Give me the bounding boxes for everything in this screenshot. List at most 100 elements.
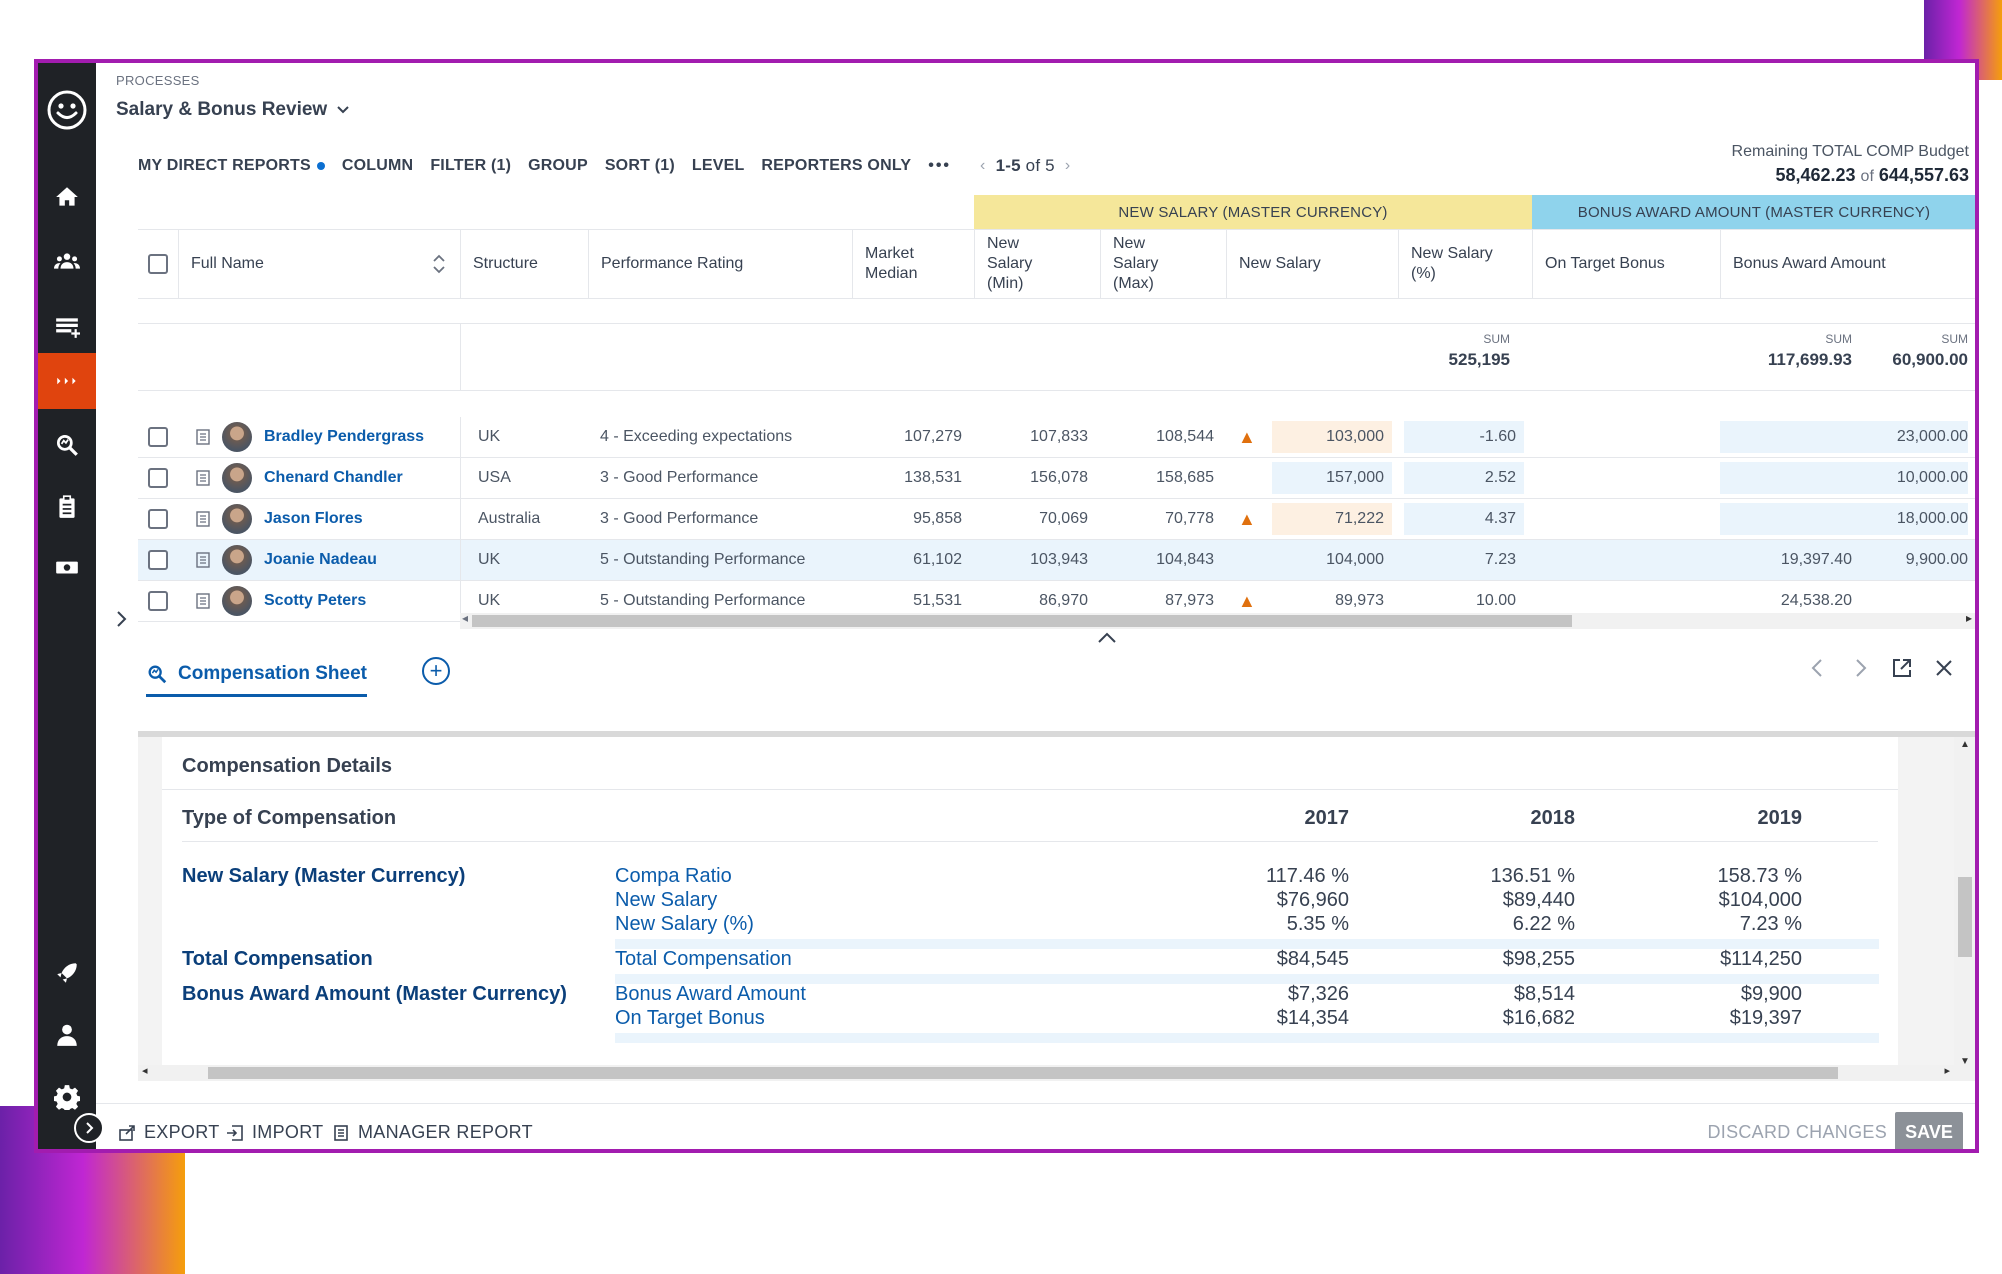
employee-name-link[interactable]: Joanie Nadeau [264, 551, 377, 568]
next-chevron-icon[interactable] [1849, 657, 1871, 679]
process-flow-icon[interactable] [38, 353, 96, 409]
col-new-salary-pct[interactable]: New Salary (%) [1398, 230, 1532, 298]
user-profile-icon[interactable] [38, 1007, 96, 1063]
row-checkbox[interactable] [148, 427, 168, 447]
document-icon[interactable] [196, 417, 216, 457]
col-new-salary-min[interactable]: New Salary (Min) [974, 230, 1100, 298]
details-scroll-thumb[interactable] [1958, 877, 1972, 957]
row-checkbox[interactable] [148, 509, 168, 529]
details-hscroll-thumb[interactable] [208, 1067, 1838, 1079]
group-button[interactable]: GROUP [528, 157, 588, 174]
save-button[interactable]: SAVE [1895, 1112, 1963, 1149]
collapse-panel-chevron-up-icon[interactable] [1096, 631, 1118, 650]
import-button[interactable]: IMPORT [226, 1122, 323, 1143]
my-direct-reports-button[interactable]: MY DIRECT REPORTS [138, 157, 325, 175]
team-icon[interactable] [38, 233, 96, 289]
comp-section-title: Total Compensation [182, 948, 373, 970]
previous-chevron-icon[interactable] [1807, 657, 1829, 679]
expand-left-panel-icon[interactable] [114, 609, 130, 634]
performance-cell[interactable]: 4 - Exceeding expectations [600, 428, 793, 445]
col-new-salary[interactable]: New Salary [1226, 230, 1398, 298]
more-options-icon[interactable]: ••• [928, 157, 952, 174]
new-salary-input[interactable]: 89,973 [1335, 592, 1384, 609]
employee-name-link[interactable]: Scotty Peters [264, 592, 367, 609]
row-checkbox[interactable] [148, 550, 168, 570]
col-structure[interactable]: Structure [460, 230, 588, 298]
level-button[interactable]: LEVEL [691, 157, 745, 174]
col-market-median[interactable]: Market Median [852, 230, 974, 298]
employee-name-link[interactable]: Bradley Pendergrass [264, 428, 425, 445]
home-icon[interactable] [38, 169, 96, 225]
filter-button[interactable]: FILTER (1) [430, 157, 512, 174]
comp-value-2018: 136.51 % [1490, 865, 1575, 887]
employee-name-link[interactable]: Chenard Chandler [264, 469, 403, 486]
smiley-logo-icon[interactable] [38, 81, 96, 139]
document-icon[interactable] [196, 499, 216, 539]
new-salary-pct-input[interactable]: 10.00 [1475, 592, 1516, 609]
col-new-salary-max[interactable]: New Salary (Max) [1100, 230, 1226, 298]
table-row[interactable]: Chenard Chandler USA 3 - Good Performance 1… [138, 458, 1975, 499]
settings-gear-icon[interactable] [38, 1069, 96, 1125]
pager-next-icon[interactable]: › [1064, 157, 1071, 174]
col-full-name[interactable]: Full Name [178, 230, 460, 298]
export-button[interactable]: EXPORT [118, 1122, 220, 1143]
add-tab-plus-icon[interactable]: + [422, 657, 450, 685]
manager-report-button[interactable]: MANAGER REPORT [332, 1122, 533, 1143]
clipboard-icon[interactable] [38, 479, 96, 535]
reporters-only-button[interactable]: REPORTERS ONLY [761, 157, 912, 174]
sum-new-salary: SUM 525,195 [1448, 332, 1510, 369]
tab-compensation-sheet[interactable]: Compensation Sheet [146, 655, 367, 697]
grid-horizontal-scrollbar[interactable]: ◂ ▸ [460, 611, 1975, 629]
process-title-dropdown[interactable]: Salary & Bonus Review [116, 99, 351, 121]
employee-name-link[interactable]: Jason Flores [264, 510, 363, 527]
on-target-bonus-cell: 19,397.40 [1780, 551, 1852, 568]
document-icon[interactable] [196, 458, 216, 498]
performance-cell[interactable]: 3 - Good Performance [600, 469, 759, 486]
details-vertical-scrollbar[interactable]: ▲ ▼ [1954, 737, 1975, 1081]
pager: ‹ 1-5 of 5 › [980, 156, 1070, 176]
new-salary-pct-input[interactable]: 2.52 [1404, 462, 1524, 494]
discard-changes-button[interactable]: DISCARD CHANGES [1707, 1122, 1887, 1142]
new-salary-input[interactable]: 104,000 [1326, 551, 1384, 568]
sort-button[interactable]: SORT (1) [604, 157, 675, 174]
document-icon[interactable] [196, 540, 216, 580]
row-checkbox[interactable] [148, 468, 168, 488]
breadcrumb-processes[interactable]: PROCESSES [116, 73, 200, 88]
on-target-bonus-cell: 24,538.20 [1780, 592, 1852, 609]
bonus-award-input[interactable]: 18,000.00 [1720, 503, 1968, 535]
close-icon[interactable] [1933, 657, 1955, 679]
col-on-target-bonus[interactable]: On Target Bonus [1532, 230, 1720, 298]
table-row[interactable]: Joanie Nadeau UK 5 - Outstanding Performan… [138, 540, 1975, 581]
rocket-icon[interactable] [38, 945, 96, 1001]
row-checkbox[interactable] [148, 591, 168, 611]
column-button[interactable]: COLUMN [341, 157, 414, 174]
sidebar-expand-button[interactable] [74, 1113, 104, 1143]
col-bonus-award-amount[interactable]: Bonus Award Amount [1720, 230, 1975, 298]
open-external-icon[interactable] [1891, 657, 1913, 679]
details-horizontal-scrollbar[interactable]: ◂ ▸ [138, 1065, 1954, 1081]
new-salary-input[interactable]: 71,222 [1272, 503, 1392, 535]
table-add-icon[interactable] [38, 299, 96, 355]
table-row[interactable]: Jason Flores Australia 3 - Good Performanc… [138, 499, 1975, 540]
grid-scroll-thumb[interactable] [472, 615, 1572, 627]
performance-cell[interactable]: 3 - Good Performance [600, 510, 759, 527]
table-row[interactable]: Bradley Pendergrass UK 4 - Exceeding expec… [138, 417, 1975, 458]
document-icon[interactable] [196, 581, 216, 621]
bonus-award-input[interactable]: 10,000.00 [1720, 462, 1968, 494]
select-all-checkbox[interactable] [148, 254, 168, 274]
new-salary-input[interactable]: 103,000 [1272, 421, 1392, 453]
performance-cell[interactable]: 5 - Outstanding Performance [600, 551, 806, 568]
bonus-award-input[interactable]: 9,900.00 [1905, 551, 1968, 568]
pager-prev-icon[interactable]: ‹ [980, 157, 986, 174]
money-icon[interactable] [38, 539, 96, 595]
bonus-award-input[interactable]: 23,000.00 [1720, 421, 1968, 453]
performance-cell[interactable]: 5 - Outstanding Performance [600, 592, 806, 609]
type-of-compensation-header: Type of Compensation [182, 807, 397, 829]
new-salary-pct-input[interactable]: 4.37 [1404, 503, 1524, 535]
compensation-search-icon[interactable] [38, 417, 96, 473]
new-salary-pct-input[interactable]: 7.23 [1484, 551, 1516, 568]
sort-toggle-icon[interactable] [432, 252, 446, 276]
new-salary-input[interactable]: 157,000 [1272, 462, 1392, 494]
col-performance-rating[interactable]: Performance Rating [588, 230, 852, 298]
new-salary-pct-input[interactable]: -1.60 [1404, 421, 1524, 453]
